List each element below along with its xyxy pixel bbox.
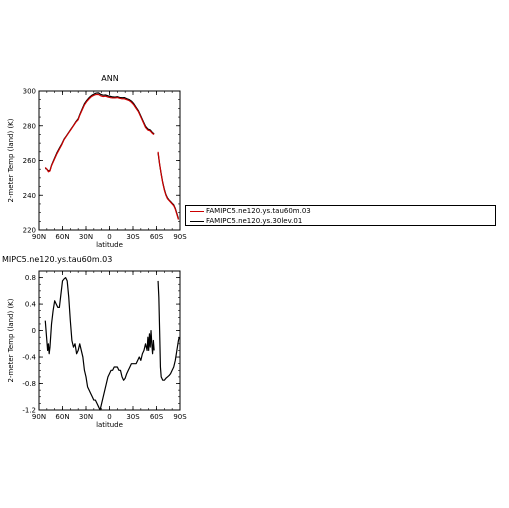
x-tick-label: 0 bbox=[107, 233, 111, 241]
x-tick-label: 90N bbox=[32, 413, 46, 421]
x-tick-label: 60N bbox=[55, 413, 69, 421]
y-tick-label: 0.8 bbox=[25, 274, 36, 282]
series-line-top-1-seg0 bbox=[44, 92, 155, 172]
y-tick-label: 0 bbox=[32, 327, 36, 335]
x-tick-label: 60S bbox=[150, 233, 164, 241]
x-tick-label: 90N bbox=[32, 233, 46, 241]
legend-entry-30lev: FAMIPC5.ne120.ys.30lev.01 bbox=[190, 216, 302, 226]
series-line-top-0-seg1 bbox=[157, 151, 180, 220]
legend-entry-tau60m: FAMIPC5.ne120.ys.tau60m.03 bbox=[190, 206, 311, 216]
x-tick-label: 60S bbox=[150, 413, 164, 421]
y-tick-label: -0.8 bbox=[22, 380, 36, 388]
y-tick-label: 280 bbox=[23, 122, 36, 130]
y-tick-label: 240 bbox=[23, 192, 36, 200]
x-tick-label: 60N bbox=[55, 233, 69, 241]
y-tick-label: 300 bbox=[23, 88, 36, 96]
x-tick-label: 0 bbox=[107, 413, 111, 421]
series-line-bottom-0-seg1 bbox=[157, 280, 180, 381]
x-axis-label: latitude bbox=[96, 421, 123, 429]
chart-title-bottom: MIPC5.ne120.ys.tau60m.03 bbox=[2, 255, 112, 264]
x-tick-label: 30N bbox=[79, 413, 93, 421]
x-tick-label: 30N bbox=[79, 233, 93, 241]
legend-label: FAMIPC5.ne120.ys.30lev.01 bbox=[206, 217, 303, 225]
legend-swatch-black bbox=[190, 220, 204, 222]
x-tick-label: 90S bbox=[173, 233, 187, 241]
legend-label: FAMIPC5.ne120.ys.tau60m.03 bbox=[206, 207, 311, 215]
series-line-top-0-seg0 bbox=[44, 93, 155, 173]
series-line-bottom-0-seg0 bbox=[44, 277, 155, 411]
y-tick-label: 260 bbox=[23, 157, 36, 165]
y-tick-label: -0.4 bbox=[22, 354, 36, 362]
y-tick-label: -1.2 bbox=[22, 407, 36, 415]
legend-swatch-red bbox=[190, 210, 204, 212]
legend: FAMIPC5.ne120.ys.tau60m.03 FAMIPC5.ne120… bbox=[185, 205, 496, 226]
chart-title-top: ANN bbox=[101, 74, 118, 83]
x-tick-label: 30S bbox=[126, 233, 140, 241]
x-tick-label: 30S bbox=[126, 413, 140, 421]
x-tick-label: 90S bbox=[173, 413, 187, 421]
y-axis-label: 2-meter Temp (land) (K) bbox=[7, 118, 15, 202]
y-axis-label: 2-meter Temp (land) (K) bbox=[7, 298, 15, 382]
y-tick-label: 220 bbox=[23, 227, 36, 235]
y-tick-label: 0.4 bbox=[25, 301, 37, 309]
x-axis-label: latitude bbox=[96, 241, 123, 249]
